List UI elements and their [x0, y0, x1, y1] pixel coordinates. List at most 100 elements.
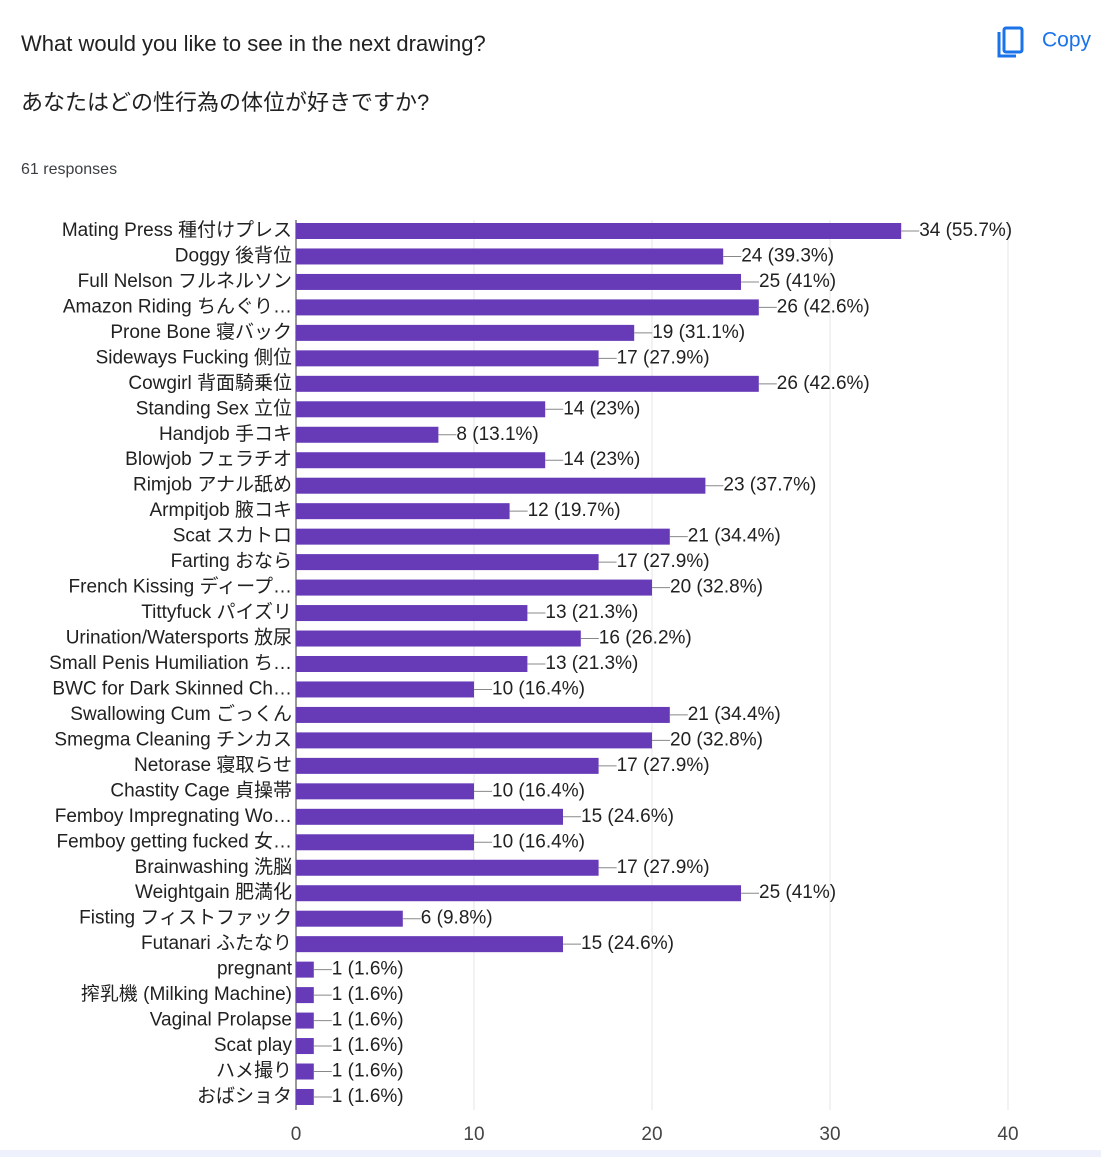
- y-tick-label: Femboy Impregnating Wo…: [55, 806, 292, 827]
- value-label: 14 (23%): [563, 449, 640, 470]
- value-label: 26 (42.6%): [777, 373, 870, 394]
- value-label: 21 (34.4%): [688, 704, 781, 725]
- y-tick-label: Full Nelson フルネルソン: [78, 271, 292, 292]
- bar: [296, 375, 759, 392]
- copy-label: Copy: [1042, 29, 1092, 52]
- y-tick-label: Amazon Riding ちんぐり…: [63, 296, 292, 317]
- copy-icon: [997, 32, 1016, 58]
- value-label: 21 (34.4%): [688, 526, 781, 547]
- x-tick-label: 40: [997, 1124, 1018, 1145]
- value-label: 13 (21.3%): [545, 602, 638, 623]
- y-tick-label: おばショタ: [197, 1085, 292, 1107]
- value-label: 17 (27.9%): [617, 551, 710, 572]
- value-label: 1 (1.6%): [332, 984, 404, 1005]
- value-label: 20 (32.8%): [670, 577, 763, 598]
- value-label: 1 (1.6%): [332, 1010, 404, 1031]
- y-tick-label: pregnant: [217, 959, 293, 980]
- y-tick-label: Mating Press 種付けプレス: [62, 219, 292, 241]
- bar: [296, 350, 599, 367]
- bar: [296, 987, 314, 1004]
- value-label: 10 (16.4%): [492, 678, 585, 699]
- value-label: 25 (41%): [759, 271, 836, 292]
- value-label: 23 (37.7%): [723, 475, 816, 496]
- x-tick-label: 10: [463, 1124, 484, 1145]
- y-tick-label: Swallowing Cum ごっくん: [70, 703, 292, 725]
- chart-title: What would you like to see in the next d…: [21, 31, 486, 56]
- bar: [296, 808, 563, 825]
- bar: [296, 783, 474, 800]
- bar: [296, 706, 670, 723]
- bar: [296, 655, 528, 672]
- bar: [296, 324, 635, 341]
- response-count: 61 responses: [21, 161, 117, 178]
- bar: [296, 834, 474, 851]
- bar: [296, 426, 439, 443]
- value-label: 15 (24.6%): [581, 806, 674, 827]
- value-label: 24 (39.3%): [741, 245, 834, 266]
- bar: [296, 1038, 314, 1055]
- y-tick-label: Rimjob アナル舐め: [133, 474, 292, 496]
- value-label: 13 (21.3%): [545, 653, 638, 674]
- y-tick-label: Urination/Watersports 放尿: [66, 627, 292, 649]
- y-tick-label: Femboy getting fucked 女…: [57, 830, 293, 852]
- bar: [296, 681, 474, 698]
- value-label: 16 (26.2%): [599, 628, 692, 649]
- value-label: 26 (42.6%): [777, 296, 870, 317]
- bar: [296, 732, 652, 749]
- bar: [296, 528, 670, 545]
- y-tick-label: Sideways Fucking 側位: [96, 346, 292, 368]
- bar: [296, 477, 706, 494]
- bar: [296, 910, 403, 927]
- x-tick-label: 0: [291, 1124, 302, 1145]
- bar: [296, 299, 759, 316]
- y-tick-label: Chastity Cage 貞操帯: [110, 779, 292, 801]
- y-tick-label: Handjob 手コキ: [159, 423, 292, 445]
- y-tick-label: Brainwashing 洗脳: [135, 856, 292, 878]
- value-label: 10 (16.4%): [492, 780, 585, 801]
- bottom-strip: [0, 1150, 1101, 1157]
- bar: [296, 223, 902, 239]
- y-tick-label: Smegma Cleaning チンカス: [54, 729, 292, 750]
- value-label: 17 (27.9%): [617, 347, 710, 368]
- value-label: 14 (23%): [563, 398, 640, 419]
- y-tick-label: Vaginal Prolapse: [150, 1010, 292, 1031]
- y-tick-label: Futanari ふたなり: [141, 933, 292, 954]
- bar: [296, 859, 599, 876]
- y-tick-label: Tittyfuck パイズリ: [141, 601, 292, 623]
- value-label: 17 (27.9%): [617, 857, 710, 878]
- y-tick-label: Netorase 寝取らせ: [134, 754, 292, 776]
- value-label: 10 (16.4%): [492, 831, 585, 852]
- y-tick-label: Weightgain 肥満化: [135, 881, 292, 903]
- bar: [296, 605, 528, 622]
- bar: [296, 401, 546, 418]
- y-tick-label: Fisting フィストファック: [79, 907, 292, 929]
- y-tick-label: 搾乳機 (Milking Machine): [81, 983, 292, 1005]
- value-label: 34 (55.7%): [919, 220, 1012, 241]
- value-label: 12 (19.7%): [528, 500, 621, 521]
- value-label: 17 (27.9%): [617, 755, 710, 776]
- value-label: 6 (9.8%): [421, 908, 493, 929]
- bar: [296, 885, 741, 902]
- y-tick-label: Farting おなら: [171, 551, 292, 572]
- value-label: 8 (13.1%): [456, 424, 538, 445]
- y-tick-label: Prone Bone 寝バック: [110, 321, 292, 343]
- value-label: 19 (31.1%): [652, 322, 745, 343]
- bar: [296, 1063, 314, 1080]
- bar: [296, 961, 314, 978]
- y-tick-label: Armpitjob 腋コキ: [149, 499, 292, 521]
- x-tick-label: 20: [641, 1124, 662, 1145]
- value-label: 25 (41%): [759, 882, 836, 903]
- bar: [296, 936, 563, 953]
- bar: [296, 1012, 314, 1029]
- value-label: 15 (24.6%): [581, 933, 674, 954]
- y-tick-label: ハメ撮り: [216, 1060, 292, 1082]
- value-label: 1 (1.6%): [332, 959, 404, 980]
- copy-button[interactable]: Copy: [997, 26, 1092, 58]
- x-tick-label: 30: [819, 1124, 840, 1145]
- bar: [296, 630, 581, 647]
- bar: [296, 1088, 314, 1105]
- value-label: 20 (32.8%): [670, 729, 763, 750]
- y-tick-label: Cowgirl 背面騎乗位: [128, 372, 292, 394]
